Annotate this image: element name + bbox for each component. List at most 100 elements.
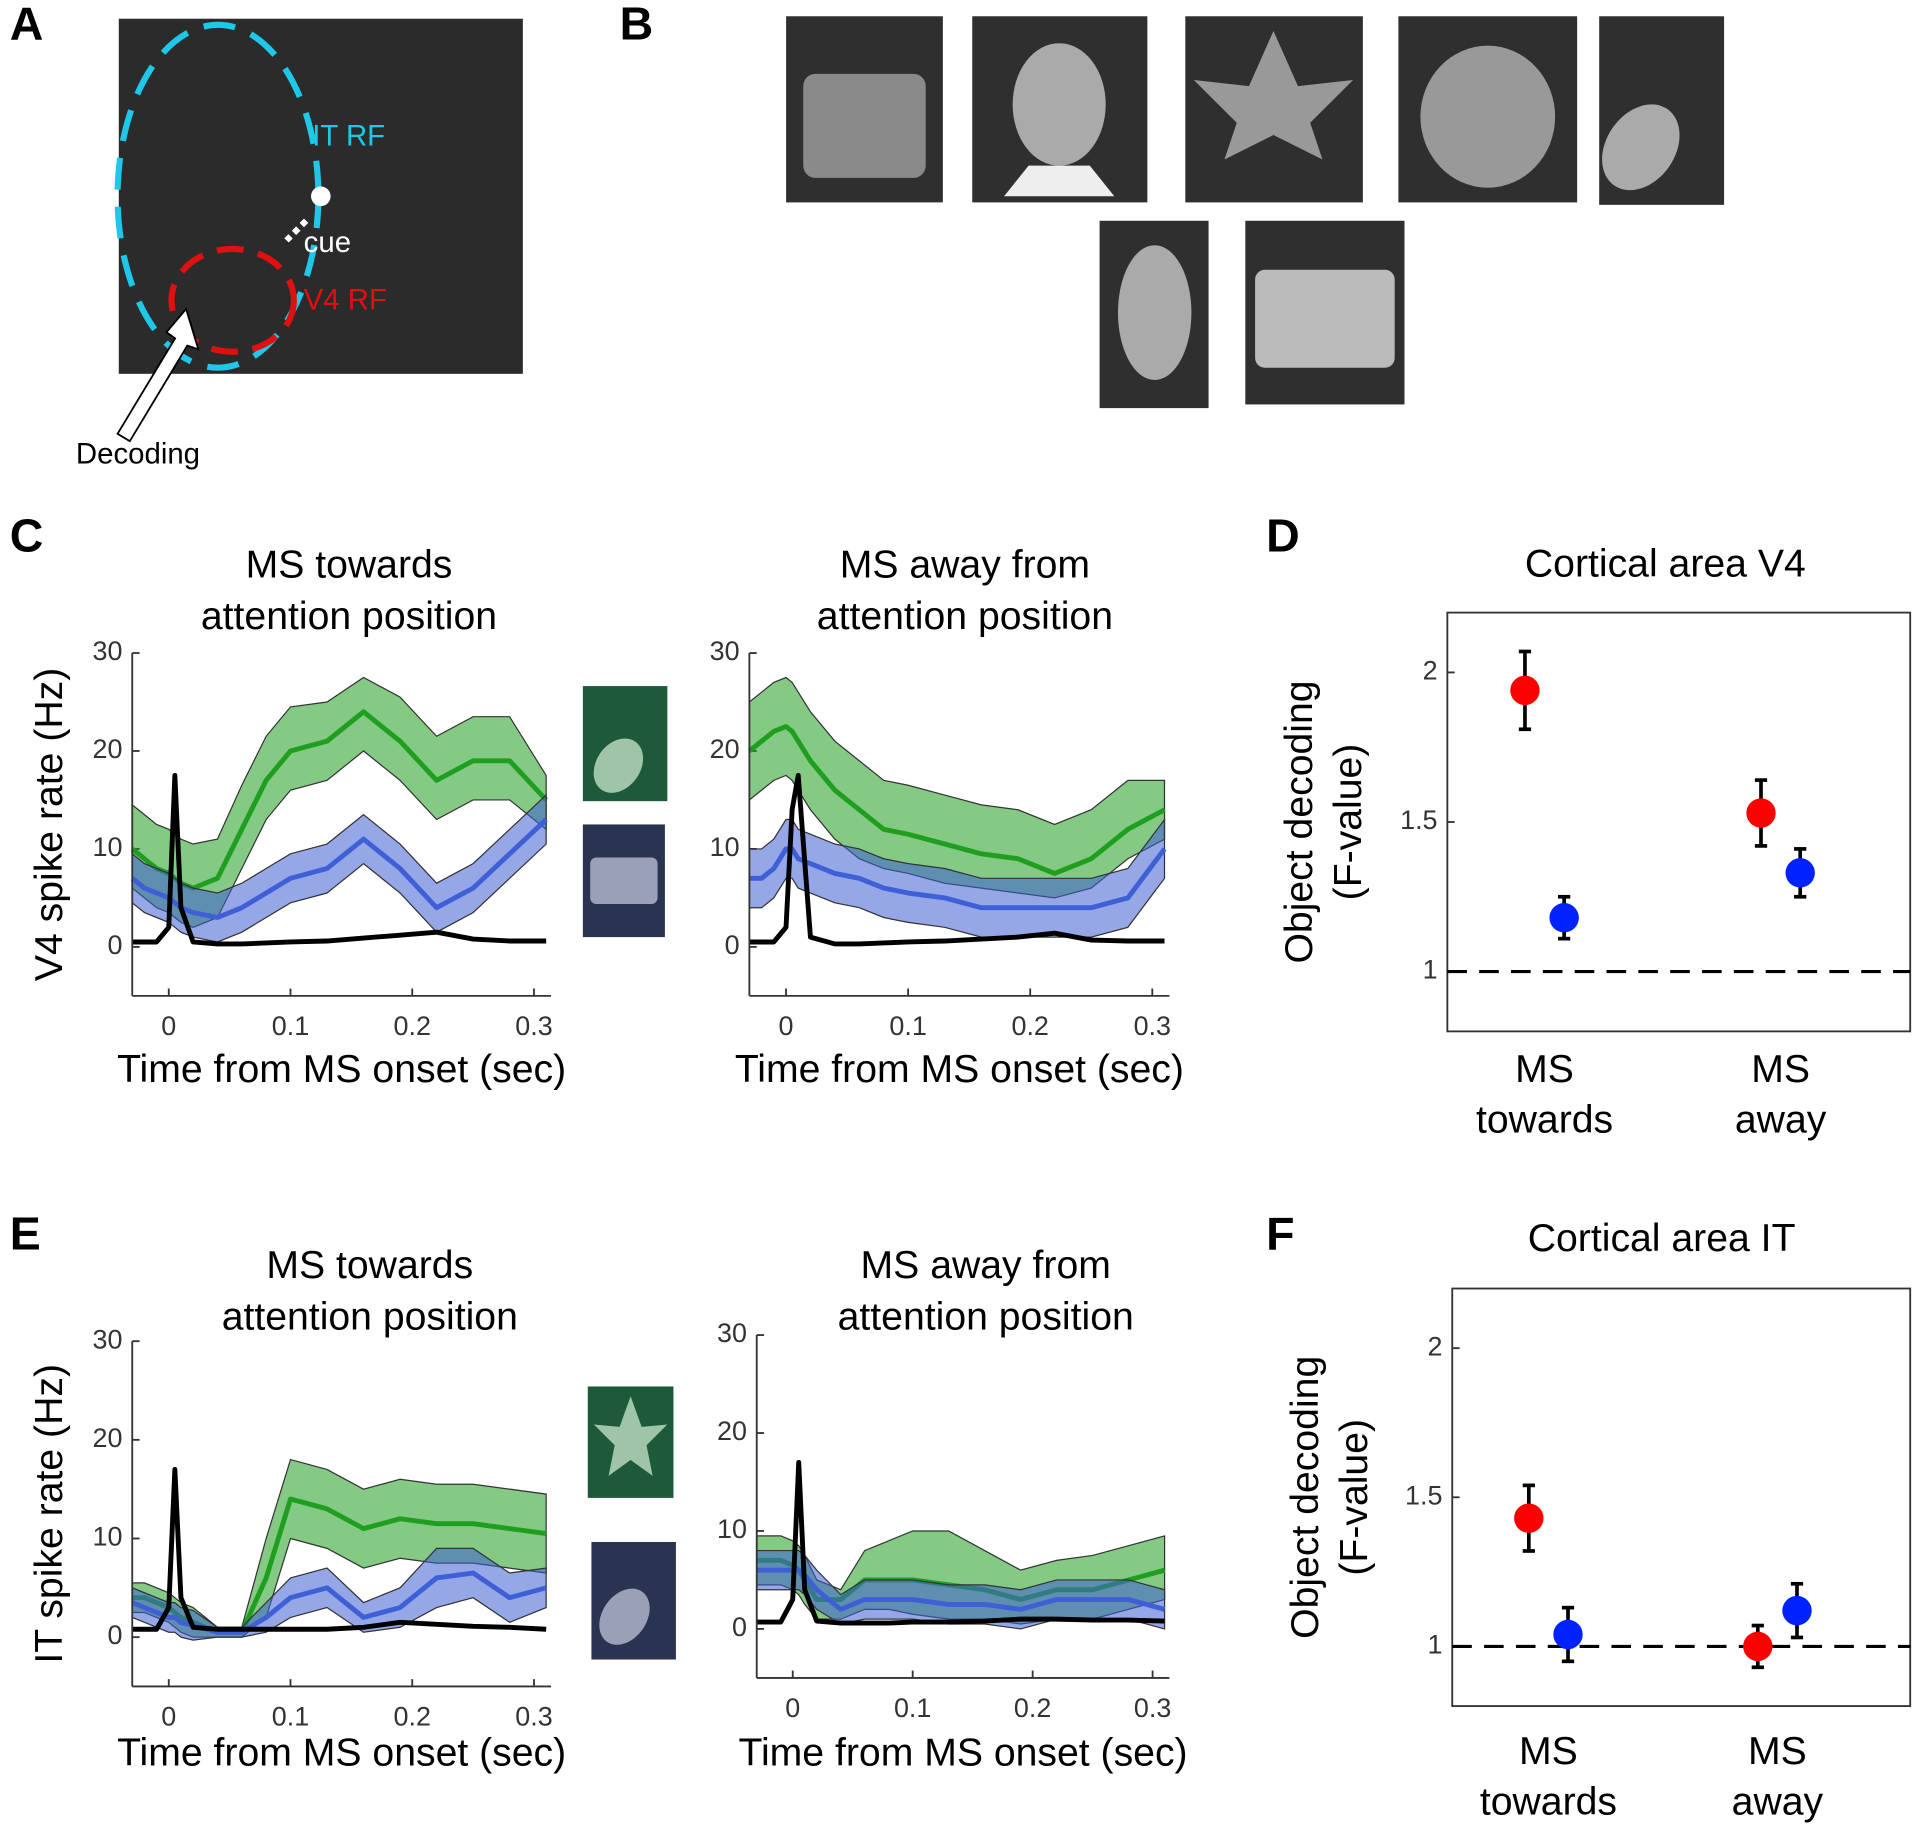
thumbnail-shape: [590, 857, 658, 905]
y-axis-label: (F-value): [1327, 744, 1370, 901]
x-axis-label: Time from MS onset (sec): [117, 1048, 566, 1091]
x-tick-label: 0.3: [515, 1701, 552, 1731]
x-tick-label: towards: [1480, 1780, 1617, 1823]
stimulus-shape: [1602, 104, 1680, 191]
x-tick-label: away: [1732, 1780, 1824, 1823]
x-tick-label: 0.2: [394, 1701, 431, 1731]
stimulus-shape: [1004, 165, 1115, 197]
x-tick-label: MS: [1748, 1730, 1807, 1773]
point: [1549, 903, 1579, 933]
line: [132, 773, 547, 947]
y-tick-label: 20: [92, 1423, 122, 1453]
y-tick-label: 30: [92, 1324, 122, 1354]
line: [132, 1466, 547, 1632]
y-tick-label: 10: [92, 1522, 122, 1552]
x-axis-label: Time from MS onset (sec): [739, 1731, 1188, 1774]
point: [1510, 675, 1540, 706]
y-tick-label: 30: [710, 636, 740, 666]
y-tick-label: 10: [710, 832, 740, 862]
label: cue: [304, 226, 351, 259]
y-tick-label: 0: [107, 1620, 122, 1650]
stimulus-shape: [1117, 245, 1192, 380]
line: [749, 773, 1165, 947]
x-tick-label: 0.2: [394, 1011, 431, 1041]
x-tick-label: 0.3: [515, 1011, 552, 1041]
line: [756, 1459, 1165, 1626]
line: [756, 1567, 1166, 1612]
x-tick-label: 0.2: [1014, 1693, 1051, 1723]
label: Decoding: [76, 438, 200, 471]
panel-label: B: [620, 0, 654, 50]
x-tick-label: 0.2: [1011, 1011, 1048, 1041]
panel-label: F: [1266, 1207, 1294, 1259]
x-tick-label: 0.1: [889, 1011, 926, 1041]
cue-line: [284, 218, 309, 243]
v4-rf: [168, 245, 297, 355]
plot-frame: [1446, 611, 1912, 1033]
point: [1553, 1619, 1583, 1650]
x-tick-label: 0.1: [272, 1011, 309, 1041]
chart-title: attention position: [222, 1295, 518, 1338]
y-tick-label: 1: [1423, 955, 1438, 985]
x-tick-label: 0.3: [1134, 1011, 1171, 1041]
line: [130, 817, 548, 920]
y-axis-label: Object decoding: [1284, 1356, 1327, 1639]
point: [1782, 1595, 1812, 1626]
y-tick-label: 20: [710, 734, 740, 764]
x-tick-label: MS: [1751, 1048, 1810, 1091]
y-axis-label: (F-value): [1333, 1419, 1376, 1576]
x-tick-label: 0: [161, 1701, 176, 1731]
thumbnails: [582, 686, 676, 1660]
chart-title: attention position: [838, 1295, 1134, 1338]
y-tick-label: 1.5: [1405, 1480, 1442, 1510]
error-band: [131, 1547, 547, 1641]
chart-title: Cortical area IT: [1528, 1217, 1796, 1260]
y-axis-label: Object decoding: [1278, 680, 1321, 963]
y-tick-label: 2: [1423, 656, 1438, 686]
stimulus-shape: [803, 73, 926, 178]
point: [1743, 1631, 1773, 1662]
line: [749, 846, 1167, 911]
chart-title: attention position: [817, 595, 1113, 638]
y-tick-label: 1: [1427, 1630, 1442, 1660]
y-tick-label: 1.5: [1400, 805, 1437, 835]
chart-title: MS away from: [840, 544, 1090, 587]
x-tick-label: 0.1: [272, 1701, 309, 1731]
x-tick-label: MS: [1519, 1730, 1578, 1773]
x-tick-label: 0.1: [894, 1693, 931, 1723]
x-tick-label: MS: [1515, 1048, 1574, 1091]
y-axis-label: V4 spike rate (Hz): [28, 668, 71, 981]
panel-label: C: [10, 509, 44, 561]
y-tick-label: 20: [92, 734, 122, 764]
chart-title: Cortical area V4: [1525, 542, 1806, 585]
stimulus-shape: [1255, 269, 1395, 368]
x-tick-label: 0: [779, 1011, 794, 1041]
chart-title: MS towards: [246, 544, 453, 587]
x-tick-label: away: [1735, 1098, 1827, 1141]
y-tick-label: 20: [717, 1416, 747, 1446]
chart-title: MS away from: [861, 1244, 1111, 1287]
plot-frame: [1451, 1287, 1912, 1707]
stimulus-shape: [1193, 30, 1354, 160]
y-tick-label: 0: [732, 1612, 747, 1642]
chart-title: attention position: [201, 595, 497, 638]
x-tick-label: 0: [161, 1011, 176, 1041]
x-axis-label: Time from MS onset (sec): [117, 1731, 566, 1774]
x-tick-label: 0: [785, 1693, 800, 1723]
stimuli: [786, 16, 1725, 409]
x-axis-label: Time from MS onset (sec): [735, 1048, 1184, 1091]
fixation: [311, 186, 331, 207]
point: [1746, 798, 1776, 828]
x-tick-label: towards: [1476, 1098, 1613, 1141]
y-tick-label: 30: [717, 1318, 747, 1348]
arrow: [116, 307, 200, 443]
stimulus-shape: [1012, 43, 1106, 166]
chart-title: MS towards: [266, 1244, 473, 1287]
point: [1514, 1503, 1544, 1533]
y-tick-label: 10: [717, 1514, 747, 1544]
panel-label: E: [10, 1207, 41, 1259]
y-tick-label: 0: [107, 930, 122, 960]
label: V4 RF: [304, 283, 387, 316]
y-axis-label: IT spike rate (Hz): [28, 1364, 71, 1664]
